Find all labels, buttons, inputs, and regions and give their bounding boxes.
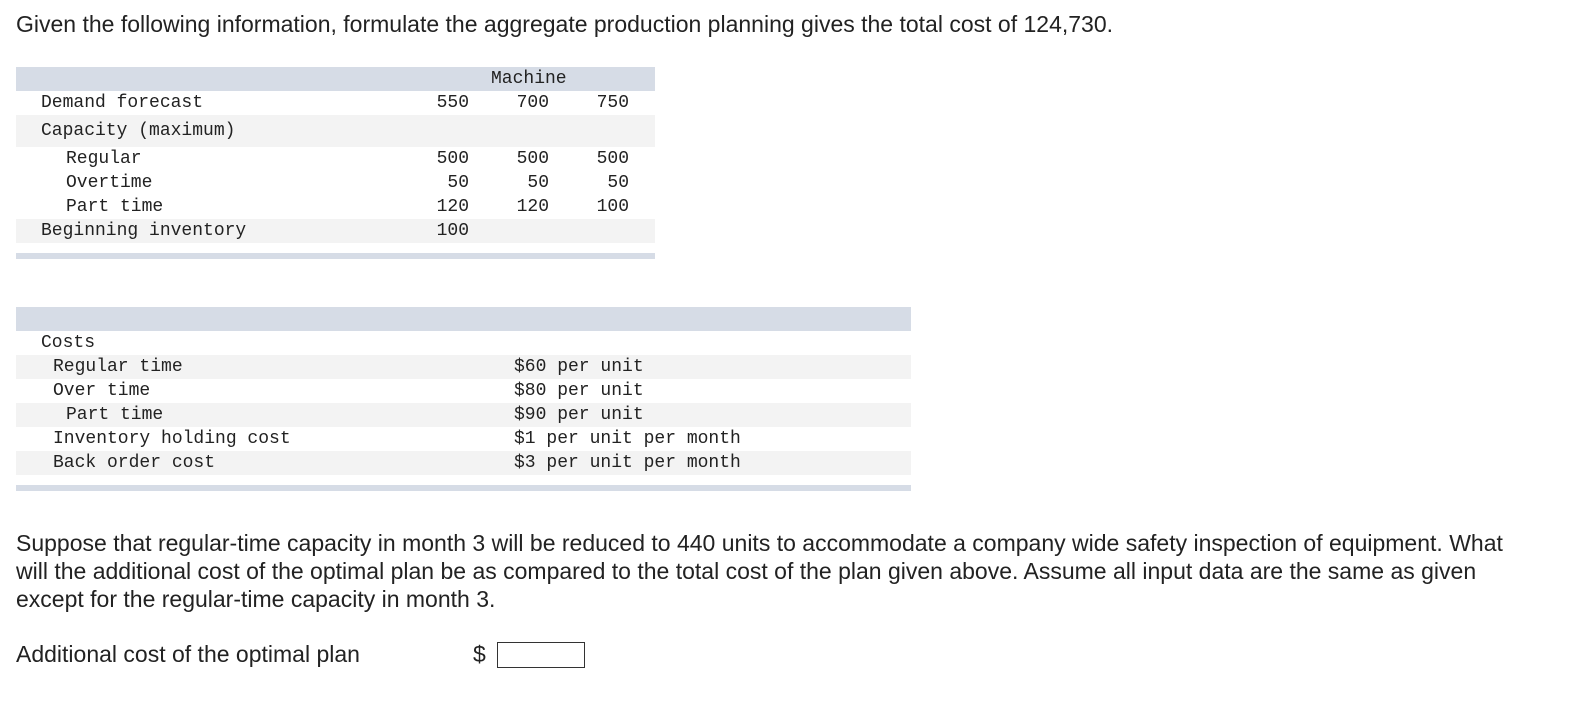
costs-heading: Costs [41, 333, 96, 353]
row-label: Over time [53, 381, 151, 401]
table-divider [16, 485, 911, 491]
table-cell: 50 [607, 173, 629, 193]
row-label: Regular time [53, 357, 183, 377]
table-cell: 120 [516, 197, 549, 217]
capacity-table-header: Machine [16, 67, 655, 91]
table-cell: 120 [436, 197, 469, 217]
cost-value: $60 per unit [514, 357, 644, 377]
cost-table-header [16, 307, 911, 331]
table-cell: 750 [596, 93, 629, 113]
row-label: Overtime [66, 173, 153, 193]
cost-value: $3 per unit per month [514, 453, 741, 473]
row-label: Back order cost [53, 453, 216, 473]
table-row: Regular time $60 per unit [16, 355, 911, 379]
table-cell: 50 [447, 173, 469, 193]
table-cell: 50 [527, 173, 549, 193]
table-row: Over time $80 per unit [16, 379, 911, 403]
table-row: Back order cost $3 per unit per month [16, 451, 911, 475]
table-row: Costs [16, 331, 911, 355]
capacity-table: Machine Demand forecast 550 700 750 Capa… [16, 67, 655, 259]
cost-value: $90 per unit [514, 405, 644, 425]
table-cell: 550 [436, 93, 469, 113]
table-cell: 700 [516, 93, 549, 113]
cost-table: Costs Regular time $60 per unit Over tim… [16, 307, 911, 491]
cost-value: $80 per unit [514, 381, 644, 401]
table-row: Part time 120 120 100 [16, 195, 655, 219]
table-divider [16, 253, 655, 259]
table-cell: 100 [436, 221, 469, 241]
question-text: Suppose that regular-time capacity in mo… [16, 530, 1503, 612]
table-row: Regular 500 500 500 [16, 147, 655, 171]
table-row: Demand forecast 550 700 750 [16, 91, 655, 115]
row-label: Part time [66, 405, 164, 425]
table-row: Inventory holding cost $1 per unit per m… [16, 427, 911, 451]
table-row: Part time $90 per unit [16, 403, 911, 427]
table-cell: 500 [436, 149, 469, 169]
row-label: Part time [66, 197, 164, 217]
machine-header: Machine [491, 69, 567, 89]
table-row: Beginning inventory 100 [16, 219, 655, 243]
table-row: Capacity (maximum) [16, 115, 655, 147]
row-label: Capacity (maximum) [41, 121, 236, 141]
table-cell: 500 [516, 149, 549, 169]
row-label: Inventory holding cost [53, 429, 291, 449]
problem-statement: Given the following information, formula… [16, 11, 1114, 37]
currency-symbol: $ [473, 641, 486, 667]
cost-value: $1 per unit per month [514, 429, 741, 449]
answer-label: Additional cost of the optimal plan [16, 641, 360, 667]
additional-cost-input[interactable] [497, 642, 585, 668]
row-label: Regular [66, 149, 142, 169]
row-label: Beginning inventory [41, 221, 247, 241]
table-cell: 100 [596, 197, 629, 217]
table-cell: 500 [596, 149, 629, 169]
row-label: Demand forecast [41, 93, 204, 113]
table-row: Overtime 50 50 50 [16, 171, 655, 195]
